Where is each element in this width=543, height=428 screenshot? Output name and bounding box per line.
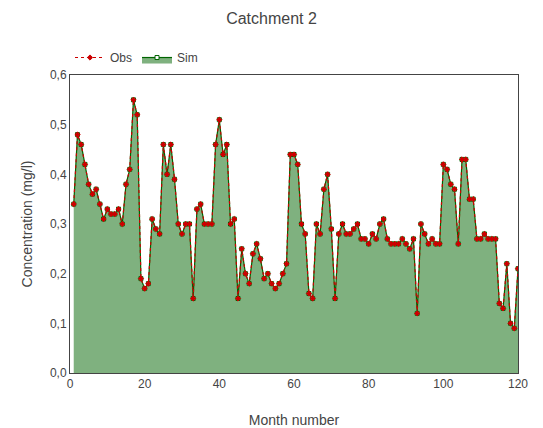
svg-text:Month number: Month number — [249, 412, 340, 428]
svg-text:Obs: Obs — [110, 51, 132, 65]
svg-text:0,1: 0,1 — [50, 317, 67, 331]
svg-text:0,4: 0,4 — [50, 168, 67, 182]
svg-text:0,5: 0,5 — [50, 118, 67, 132]
svg-text:80: 80 — [362, 377, 376, 391]
svg-text:0,0: 0,0 — [50, 366, 67, 380]
svg-text:Catchment 2: Catchment 2 — [226, 10, 317, 27]
svg-text:100: 100 — [433, 377, 453, 391]
svg-text:0,2: 0,2 — [50, 267, 67, 281]
svg-text:Concentration (mg/l): Concentration (mg/l) — [19, 161, 35, 288]
svg-text:20: 20 — [138, 377, 152, 391]
svg-text:Sim: Sim — [177, 51, 198, 65]
svg-text:60: 60 — [287, 377, 301, 391]
svg-text:120: 120 — [508, 377, 528, 391]
svg-text:0,6: 0,6 — [50, 68, 67, 82]
svg-text:40: 40 — [213, 377, 227, 391]
svg-text:0,3: 0,3 — [50, 217, 67, 231]
svg-text:0: 0 — [67, 377, 74, 391]
